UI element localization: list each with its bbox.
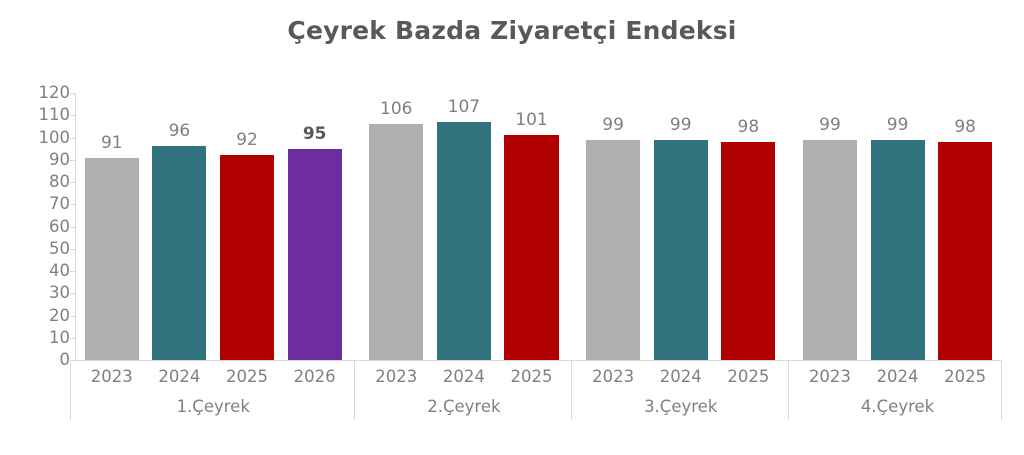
x-axis-category-label: 2025 bbox=[727, 367, 770, 386]
x-axis-category-label: 2023 bbox=[375, 367, 418, 386]
y-axis-line bbox=[75, 93, 76, 361]
y-axis-tick-label: 10 bbox=[49, 327, 70, 347]
group-separator-line bbox=[1001, 361, 1002, 420]
x-axis-category-label: 2024 bbox=[158, 367, 201, 386]
y-axis-tick-label: 50 bbox=[49, 238, 70, 258]
bar[interactable] bbox=[287, 148, 342, 360]
y-axis-tick-mark bbox=[70, 137, 75, 139]
y-axis-tick-mark bbox=[70, 337, 75, 339]
y-axis-tick-mark bbox=[70, 226, 75, 228]
group-separator-line bbox=[571, 361, 573, 420]
x-axis-line bbox=[75, 360, 1002, 361]
x-axis-category-label: 2025 bbox=[510, 367, 553, 386]
y-axis-tick-label: 80 bbox=[49, 171, 70, 191]
bar[interactable] bbox=[870, 139, 925, 360]
y-axis-tick-label: 120 bbox=[38, 82, 71, 102]
y-axis-tick-label: 70 bbox=[49, 194, 70, 213]
y-axis-tick-label: 0 bbox=[59, 349, 71, 369]
bar-value-label: 99 bbox=[886, 114, 909, 135]
x-axis-group-label: 4.Çeyrek bbox=[860, 397, 935, 416]
bar-value-label: 99 bbox=[669, 114, 692, 135]
y-axis-tick-label: 110 bbox=[38, 105, 71, 124]
x-axis-category-label: 2025 bbox=[944, 367, 987, 386]
x-axis-group-label: 3.Çeyrek bbox=[644, 397, 718, 416]
bar-value-label: 98 bbox=[737, 116, 760, 137]
bar[interactable] bbox=[504, 135, 559, 360]
x-axis-category-label: 2024 bbox=[442, 367, 485, 386]
y-axis-tick-mark bbox=[70, 360, 75, 361]
bar[interactable] bbox=[84, 157, 139, 360]
y-axis-tick-mark bbox=[70, 204, 75, 206]
y-axis-tick-labels: 120 110 100 90 80 70 60 50 40 30 20 10 0 bbox=[18, 84, 71, 367]
bar-value-label: 99 bbox=[602, 114, 624, 135]
y-axis-tick-mark bbox=[70, 182, 75, 183]
x-axis-category-label: 2023 bbox=[592, 367, 635, 386]
group-separator-line bbox=[354, 361, 356, 420]
group-separator-line bbox=[70, 361, 71, 420]
x-axis-category-labels: 2023 2024 2025 2026 2023 2024 2025 2023 2024 2025… bbox=[75, 361, 1002, 393]
y-axis-tick-mark bbox=[70, 293, 75, 295]
bar[interactable] bbox=[152, 146, 207, 360]
bar[interactable] bbox=[586, 139, 641, 360]
x-axis-group-label: 2.Çeyrek bbox=[427, 397, 501, 416]
bar[interactable] bbox=[938, 141, 993, 360]
x-axis-group-label: 1.Çeyrek bbox=[176, 397, 250, 416]
bar-value-label: 91 bbox=[100, 132, 123, 153]
y-axis-tick-mark bbox=[70, 115, 75, 117]
group-separator-line bbox=[788, 361, 790, 420]
bar-value-label: 92 bbox=[236, 130, 258, 151]
bar-value-label: 96 bbox=[168, 121, 191, 142]
x-axis-group-labels: 1.Çeyrek 2.Çeyrek 3.Çeyrek 4.Çeyrek bbox=[75, 393, 1002, 421]
x-axis-category-label: 2026 bbox=[293, 367, 336, 386]
y-axis-tick-label: 40 bbox=[49, 260, 70, 280]
bar[interactable] bbox=[653, 139, 708, 360]
x-axis-category-label: 2023 bbox=[90, 367, 133, 386]
bar-value-label: 106 bbox=[380, 99, 413, 120]
chart-title: Çeyrek Bazda Ziyaretçi Endeksi bbox=[287, 16, 737, 45]
y-axis-tick-label: 20 bbox=[49, 305, 70, 325]
bar[interactable] bbox=[436, 121, 491, 360]
bar-value-label: 101 bbox=[515, 110, 548, 131]
x-axis-category-label: 2023 bbox=[808, 367, 851, 386]
y-axis-tick-mark bbox=[70, 93, 75, 94]
plot-area: 91 96 92 95 106 107 101 99 99 98 99 99 98 bbox=[75, 93, 1002, 360]
bar-value-label: 95 bbox=[302, 123, 327, 144]
bar[interactable] bbox=[369, 124, 424, 360]
x-axis-category-label: 2024 bbox=[659, 367, 702, 386]
bar[interactable] bbox=[219, 155, 275, 360]
y-axis-tick-label: 100 bbox=[38, 127, 71, 147]
x-axis-category-label: 2025 bbox=[226, 367, 269, 386]
y-axis-tick-mark bbox=[70, 248, 75, 250]
x-axis-category-label: 2024 bbox=[876, 367, 919, 386]
bar-value-label: 99 bbox=[819, 114, 841, 135]
y-axis-tick-label: 30 bbox=[49, 283, 70, 302]
y-axis-tick-label: 90 bbox=[49, 149, 70, 169]
bar-value-label: 98 bbox=[954, 116, 976, 137]
bar[interactable] bbox=[802, 139, 857, 360]
bar-value-label: 107 bbox=[447, 96, 481, 117]
y-axis-tick-mark bbox=[70, 159, 75, 161]
y-axis-tick-mark bbox=[70, 271, 75, 272]
y-axis-tick-mark bbox=[70, 315, 75, 317]
bar[interactable] bbox=[721, 141, 776, 360]
y-axis-tick-label: 60 bbox=[49, 216, 70, 236]
